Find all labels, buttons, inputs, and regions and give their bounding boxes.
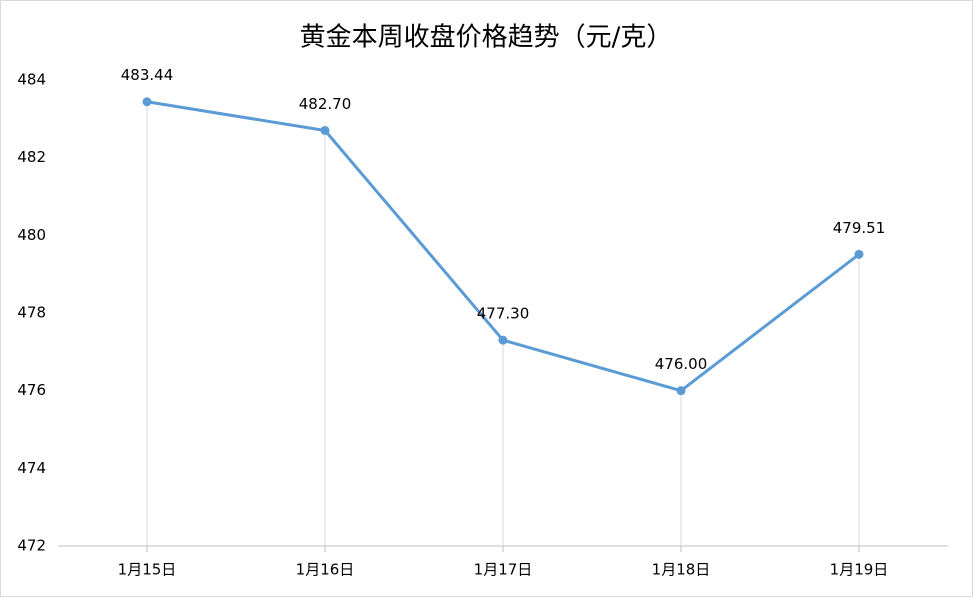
y-tick-label: 480 [17,226,46,244]
data-label: 477.30 [477,305,530,323]
y-tick-label: 478 [17,304,46,322]
y-tick-label: 474 [17,459,46,477]
data-label: 476.00 [655,355,708,373]
data-label: 479.51 [833,219,886,237]
x-tick-label: 1月18日 [652,561,711,579]
data-label: 482.70 [299,95,352,113]
chart-title: 黄金本周收盘价格趋势（元/克） [300,23,673,53]
data-point [676,386,686,396]
y-tick-label: 472 [17,537,46,555]
x-tick-label: 1月17日 [474,561,533,579]
data-point [142,97,152,107]
y-tick-label: 484 [17,71,46,89]
x-tick-label: 1月15日 [118,561,177,579]
y-tick-label: 476 [17,381,46,399]
data-point [498,335,508,345]
data-label: 483.44 [121,66,174,84]
data-point [320,125,330,135]
y-tick-label: 482 [17,148,46,166]
x-tick-label: 1月19日 [830,561,889,579]
x-tick-label: 1月16日 [296,561,355,579]
data-point [854,249,864,259]
